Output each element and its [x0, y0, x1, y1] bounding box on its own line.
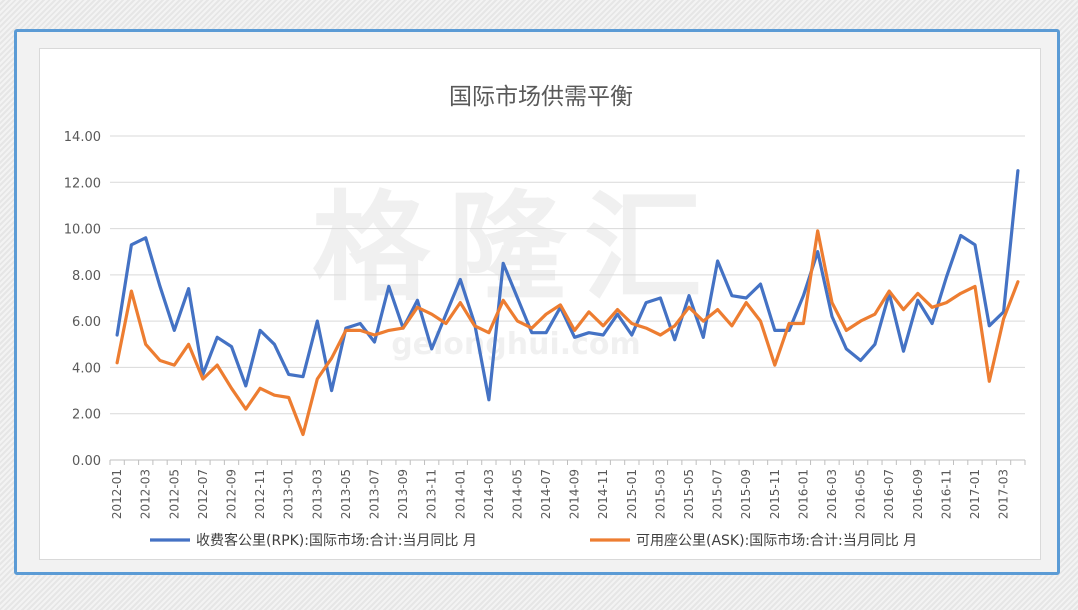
- legend-label-2: 可用座公里(ASK):国际市场:合计:当月同比 月: [636, 532, 917, 549]
- x-tick-label: 2016-09: [911, 469, 925, 519]
- watermark-text: 格隆汇: [312, 179, 720, 317]
- x-tick-label: 2016-07: [882, 469, 896, 519]
- x-tick-label: 2016-03: [825, 469, 839, 519]
- x-tick-label: 2014-05: [510, 469, 524, 519]
- chart-frame: 格隆汇 gelonghui.com 国际市场供需平衡 0.00 2.00 4.00 6…: [14, 29, 1060, 575]
- series-line-2: [115, 229, 1020, 437]
- y-tick-label: 2.00: [72, 408, 101, 423]
- y-axis: 0.00 2.00 4.00 6.00 8.00 10.00 12.00 14.00: [64, 130, 101, 469]
- y-tick-label: 12.00: [64, 176, 101, 191]
- x-tick-label: 2012-09: [225, 469, 239, 519]
- x-axis: 2012-01 2012-03 2012-05 2012-07 2012-09 2012-…: [109, 460, 1026, 519]
- series-group: [115, 169, 1020, 437]
- y-tick-label: 8.00: [72, 269, 101, 284]
- x-tick-label: 2013-11: [425, 469, 439, 519]
- chart-area: 格隆汇 gelonghui.com 国际市场供需平衡 0.00 2.00 4.00 6…: [39, 48, 1041, 560]
- x-tick-label: 2017-01: [968, 469, 982, 519]
- y-tick-label: 14.00: [64, 130, 101, 145]
- x-tick-label: 2015-03: [653, 469, 667, 519]
- x-tick-label: 2015-09: [739, 469, 753, 519]
- x-tick-label: 2015-07: [711, 469, 725, 519]
- x-tick-label: 2014-11: [596, 469, 610, 519]
- legend: 收费客公里(RPK):国际市场:合计:当月同比 月 可用座公里(ASK):国际市场…: [150, 532, 917, 549]
- y-tick-label: 10.00: [64, 223, 101, 238]
- x-tick-label: 2014-09: [568, 469, 582, 519]
- x-tick-label: 2012-03: [139, 469, 153, 519]
- x-tick-label: 2013-03: [310, 469, 324, 519]
- x-tick-label: 2014-01: [453, 469, 467, 519]
- series-line-1: [115, 169, 1020, 402]
- x-tick-label: 2012-07: [196, 469, 210, 519]
- gridlines: [110, 135, 1025, 461]
- x-tick-label: 2016-01: [796, 469, 810, 519]
- x-tick-label: 2015-01: [625, 469, 639, 519]
- x-tick-label: 2013-01: [282, 469, 296, 519]
- x-tick-label: 2014-03: [482, 469, 496, 519]
- x-tick-label: 2016-05: [854, 469, 868, 519]
- x-tick-label: 2014-07: [539, 469, 553, 519]
- x-tick-label: 2013-09: [396, 469, 410, 519]
- x-tick-label: 2012-01: [110, 469, 124, 519]
- x-tick-label: 2013-07: [367, 469, 381, 519]
- x-tick-label: 2012-05: [167, 469, 181, 519]
- x-tick-label: 2012-11: [253, 469, 267, 519]
- x-tick-label: 2013-05: [339, 469, 353, 519]
- line-chart: 格隆汇 gelonghui.com 国际市场供需平衡 0.002.004.006…: [64, 84, 1026, 549]
- legend-label-1: 收费客公里(RPK):国际市场:合计:当月同比 月: [196, 532, 477, 549]
- chart-title: 国际市场供需平衡: [449, 84, 633, 110]
- y-tick-label: 6.00: [72, 315, 101, 330]
- y-tick-label: 4.00: [72, 361, 101, 376]
- x-tick-label: 2017-03: [997, 469, 1011, 519]
- y-tick-label: 0.00: [72, 454, 101, 469]
- x-tick-label: 2016-11: [939, 469, 953, 519]
- x-tick-label: 2015-05: [682, 469, 696, 519]
- x-tick-label: 2015-11: [768, 469, 782, 519]
